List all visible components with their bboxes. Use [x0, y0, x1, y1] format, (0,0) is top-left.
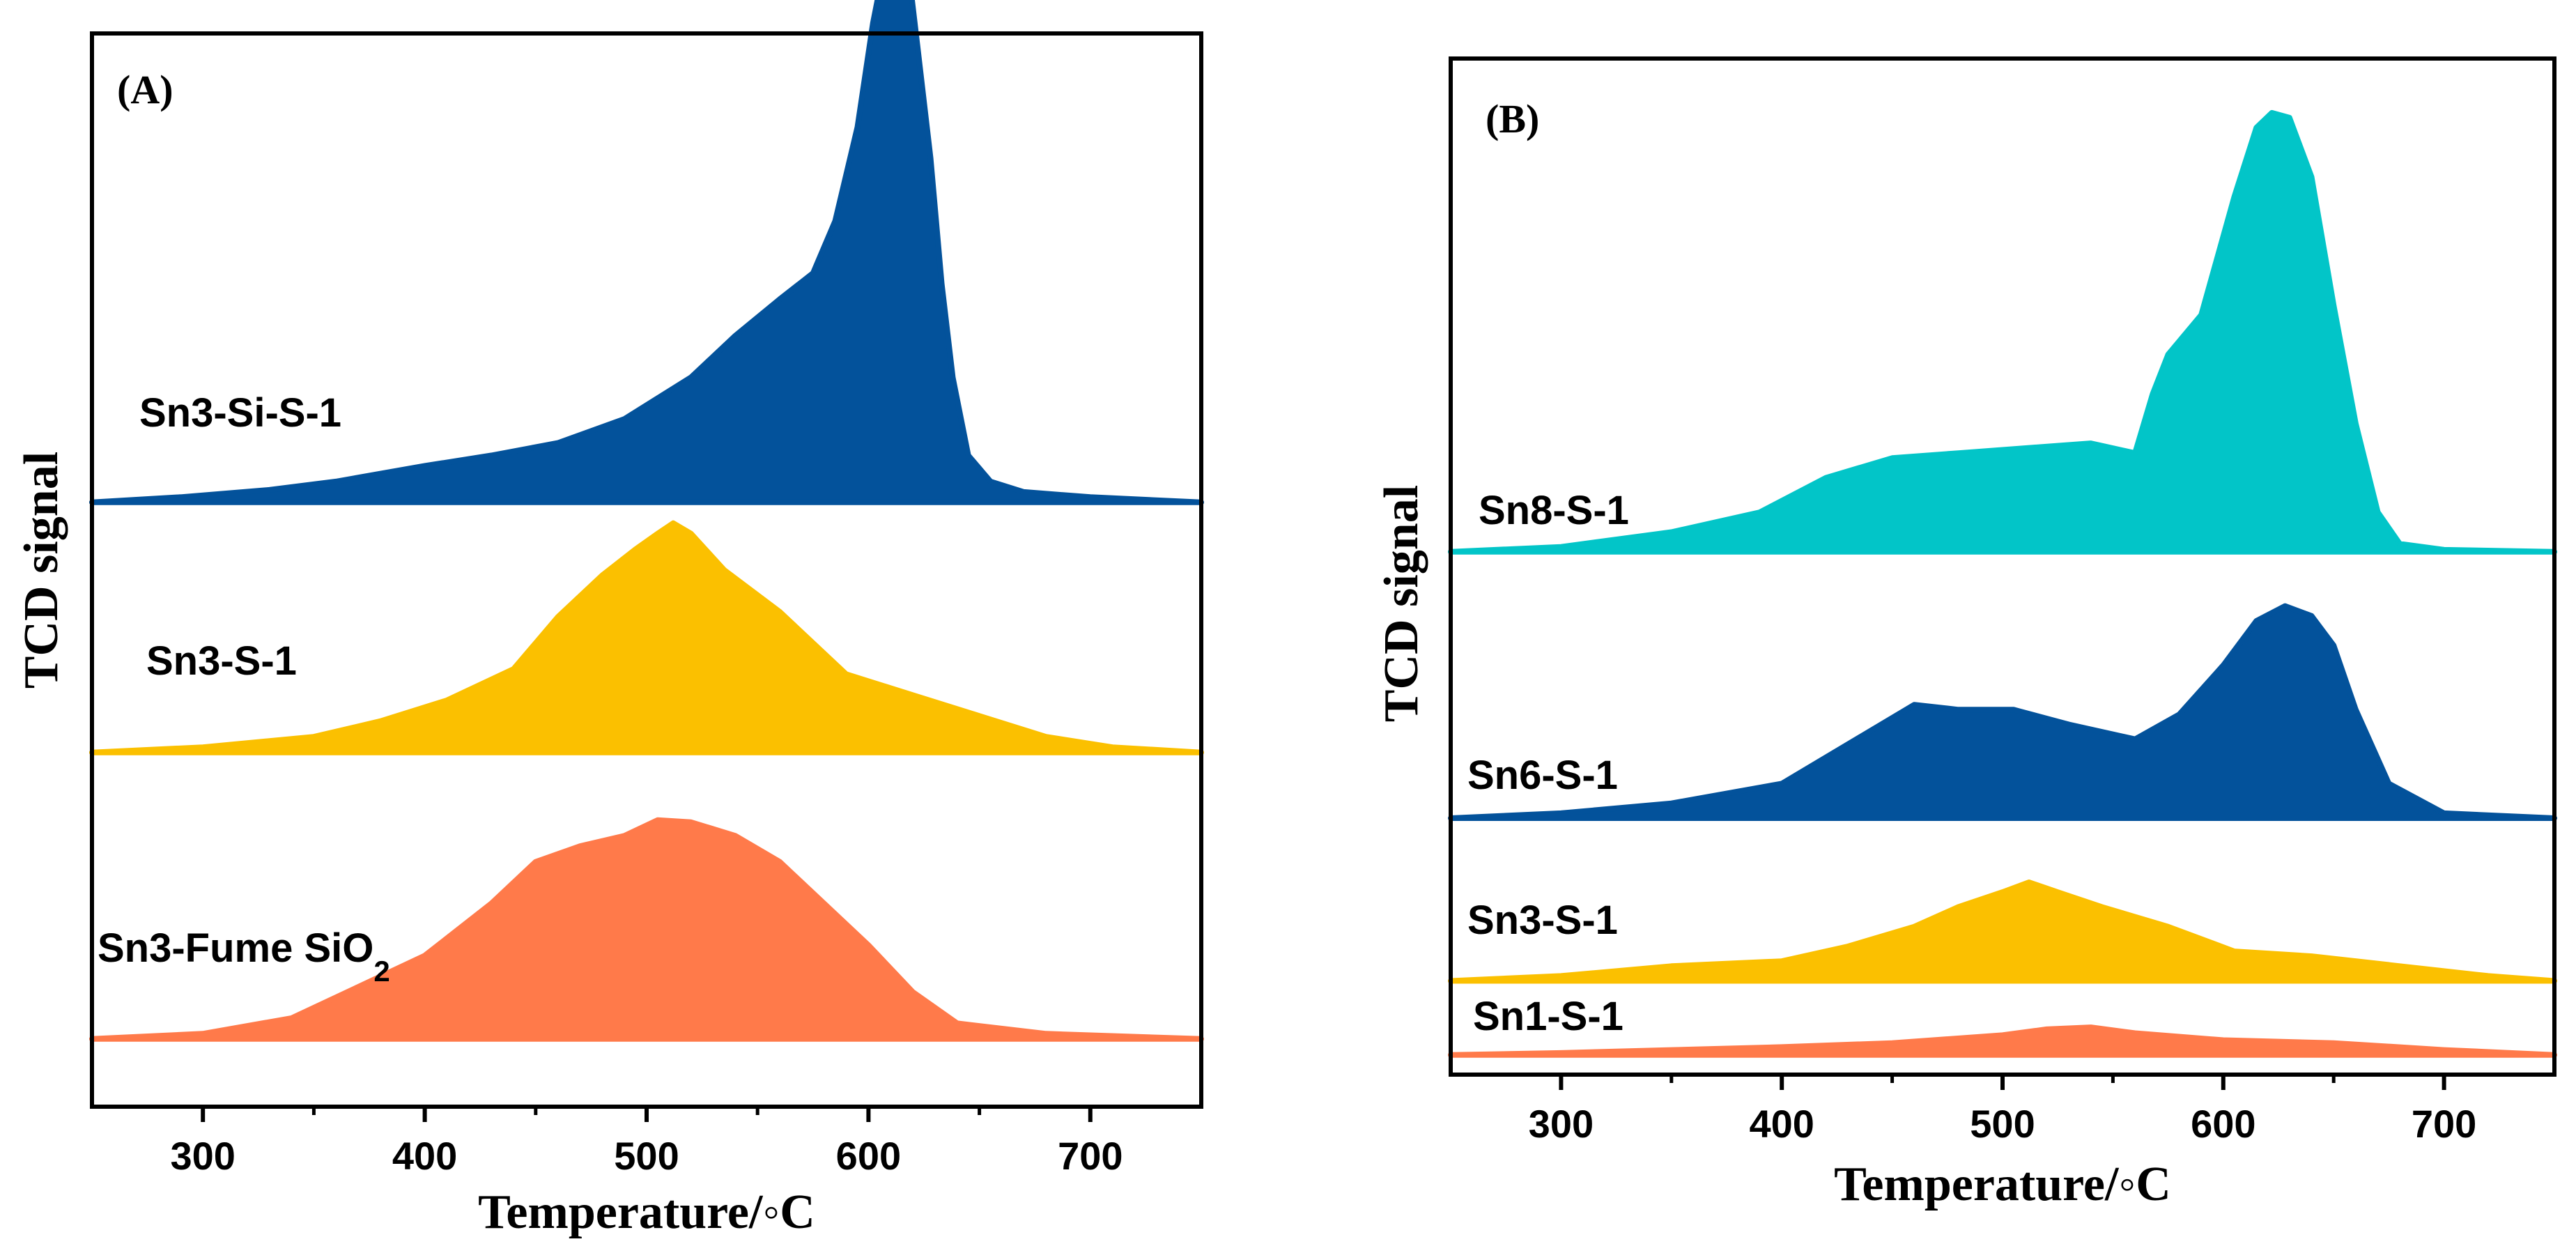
x-tick-label-500: 500	[614, 1134, 679, 1178]
panel-a-y-axis-title: TCD signal	[15, 452, 68, 689]
panel-a: 300 400 500 600 700 (A) Sn3-Si-S-1 Sn3-S-1 S…	[15, 0, 1204, 1239]
series-label-sn8-s-1: Sn8-S-1	[1479, 488, 1629, 533]
panel-b-y-axis-title: TCD signal	[1375, 485, 1428, 722]
panel-b-x-axis-title: Temperature/◦C	[1834, 1158, 2171, 1211]
series-area-sn1-s-1-1	[1448, 1024, 2557, 1058]
x-tick-label-400: 400	[1749, 1102, 1814, 1146]
series-label-sn3-s-1: Sn3-S-1	[146, 638, 297, 684]
panel-a-ticks: 300 400 500 600 700	[170, 1107, 1123, 1178]
series-label-sn3-fume-sio2: Sn3-Fume SiO2	[98, 925, 390, 988]
series-label-b-sn3-s-1: Sn3-S-1	[1467, 898, 1618, 943]
series-area-sn3-fume-sio2-0	[89, 817, 1204, 1042]
series-area-sn6-s-1-1	[1448, 603, 2557, 821]
x-tick-label-700: 700	[1058, 1134, 1123, 1178]
panel-a-areas	[89, 0, 1204, 1042]
series-area-sn3-s-1-1	[1448, 879, 2557, 984]
x-tick-label-300: 300	[170, 1134, 235, 1178]
series-label-sn1-s-1: Sn1-S-1	[1473, 994, 1624, 1039]
x-tick-label-600: 600	[2191, 1102, 2255, 1146]
series-label-sn3-fume-sio2-main: Sn3-Fume SiO	[98, 925, 373, 971]
panel-a-label: (A)	[117, 67, 173, 112]
series-label-sn6-s-1: Sn6-S-1	[1467, 753, 1618, 798]
x-tick-label-400: 400	[392, 1134, 457, 1178]
panel-b-areas	[1448, 109, 2557, 1058]
x-tick-label-500: 500	[1970, 1102, 2035, 1146]
series-label-sn3-fume-sio2-subscript: 2	[373, 955, 390, 988]
x-tick-label-300: 300	[1529, 1102, 1594, 1146]
series-area-sn8-s-1-1	[1448, 109, 2557, 555]
x-tick-label-600: 600	[836, 1134, 901, 1178]
panel-b-label: (B)	[1486, 96, 1539, 141]
series-label-sn3-si-s-1: Sn3-Si-S-1	[139, 390, 341, 436]
series-area-sn3-si-s-1-0	[89, 0, 1204, 505]
panel-a-x-axis-title: Temperature/◦C	[478, 1185, 815, 1239]
series-area-sn3-s-1-0	[89, 520, 1204, 755]
panel-b: 300 400 500 600 700 (B) Sn8-S-1 Sn6-S-1 Sn3-…	[1375, 56, 2557, 1211]
x-tick-label-700: 700	[2412, 1102, 2476, 1146]
panel-b-ticks: 300 400 500 600 700	[1529, 1075, 2476, 1146]
